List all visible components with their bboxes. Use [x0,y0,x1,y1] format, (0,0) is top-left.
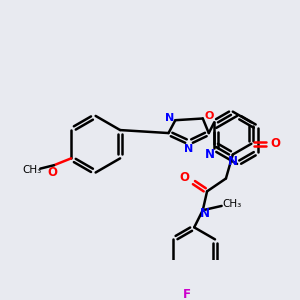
Text: N: N [200,207,209,220]
Text: N: N [165,112,174,123]
Text: N: N [184,144,194,154]
Text: N: N [204,148,214,161]
Text: N: N [228,155,238,168]
Text: O: O [270,137,280,150]
Text: O: O [47,166,57,178]
Text: F: F [183,288,191,300]
Text: CH₃: CH₃ [22,165,41,176]
Text: O: O [180,171,190,184]
Text: CH₃: CH₃ [222,199,242,209]
Text: O: O [204,111,214,121]
